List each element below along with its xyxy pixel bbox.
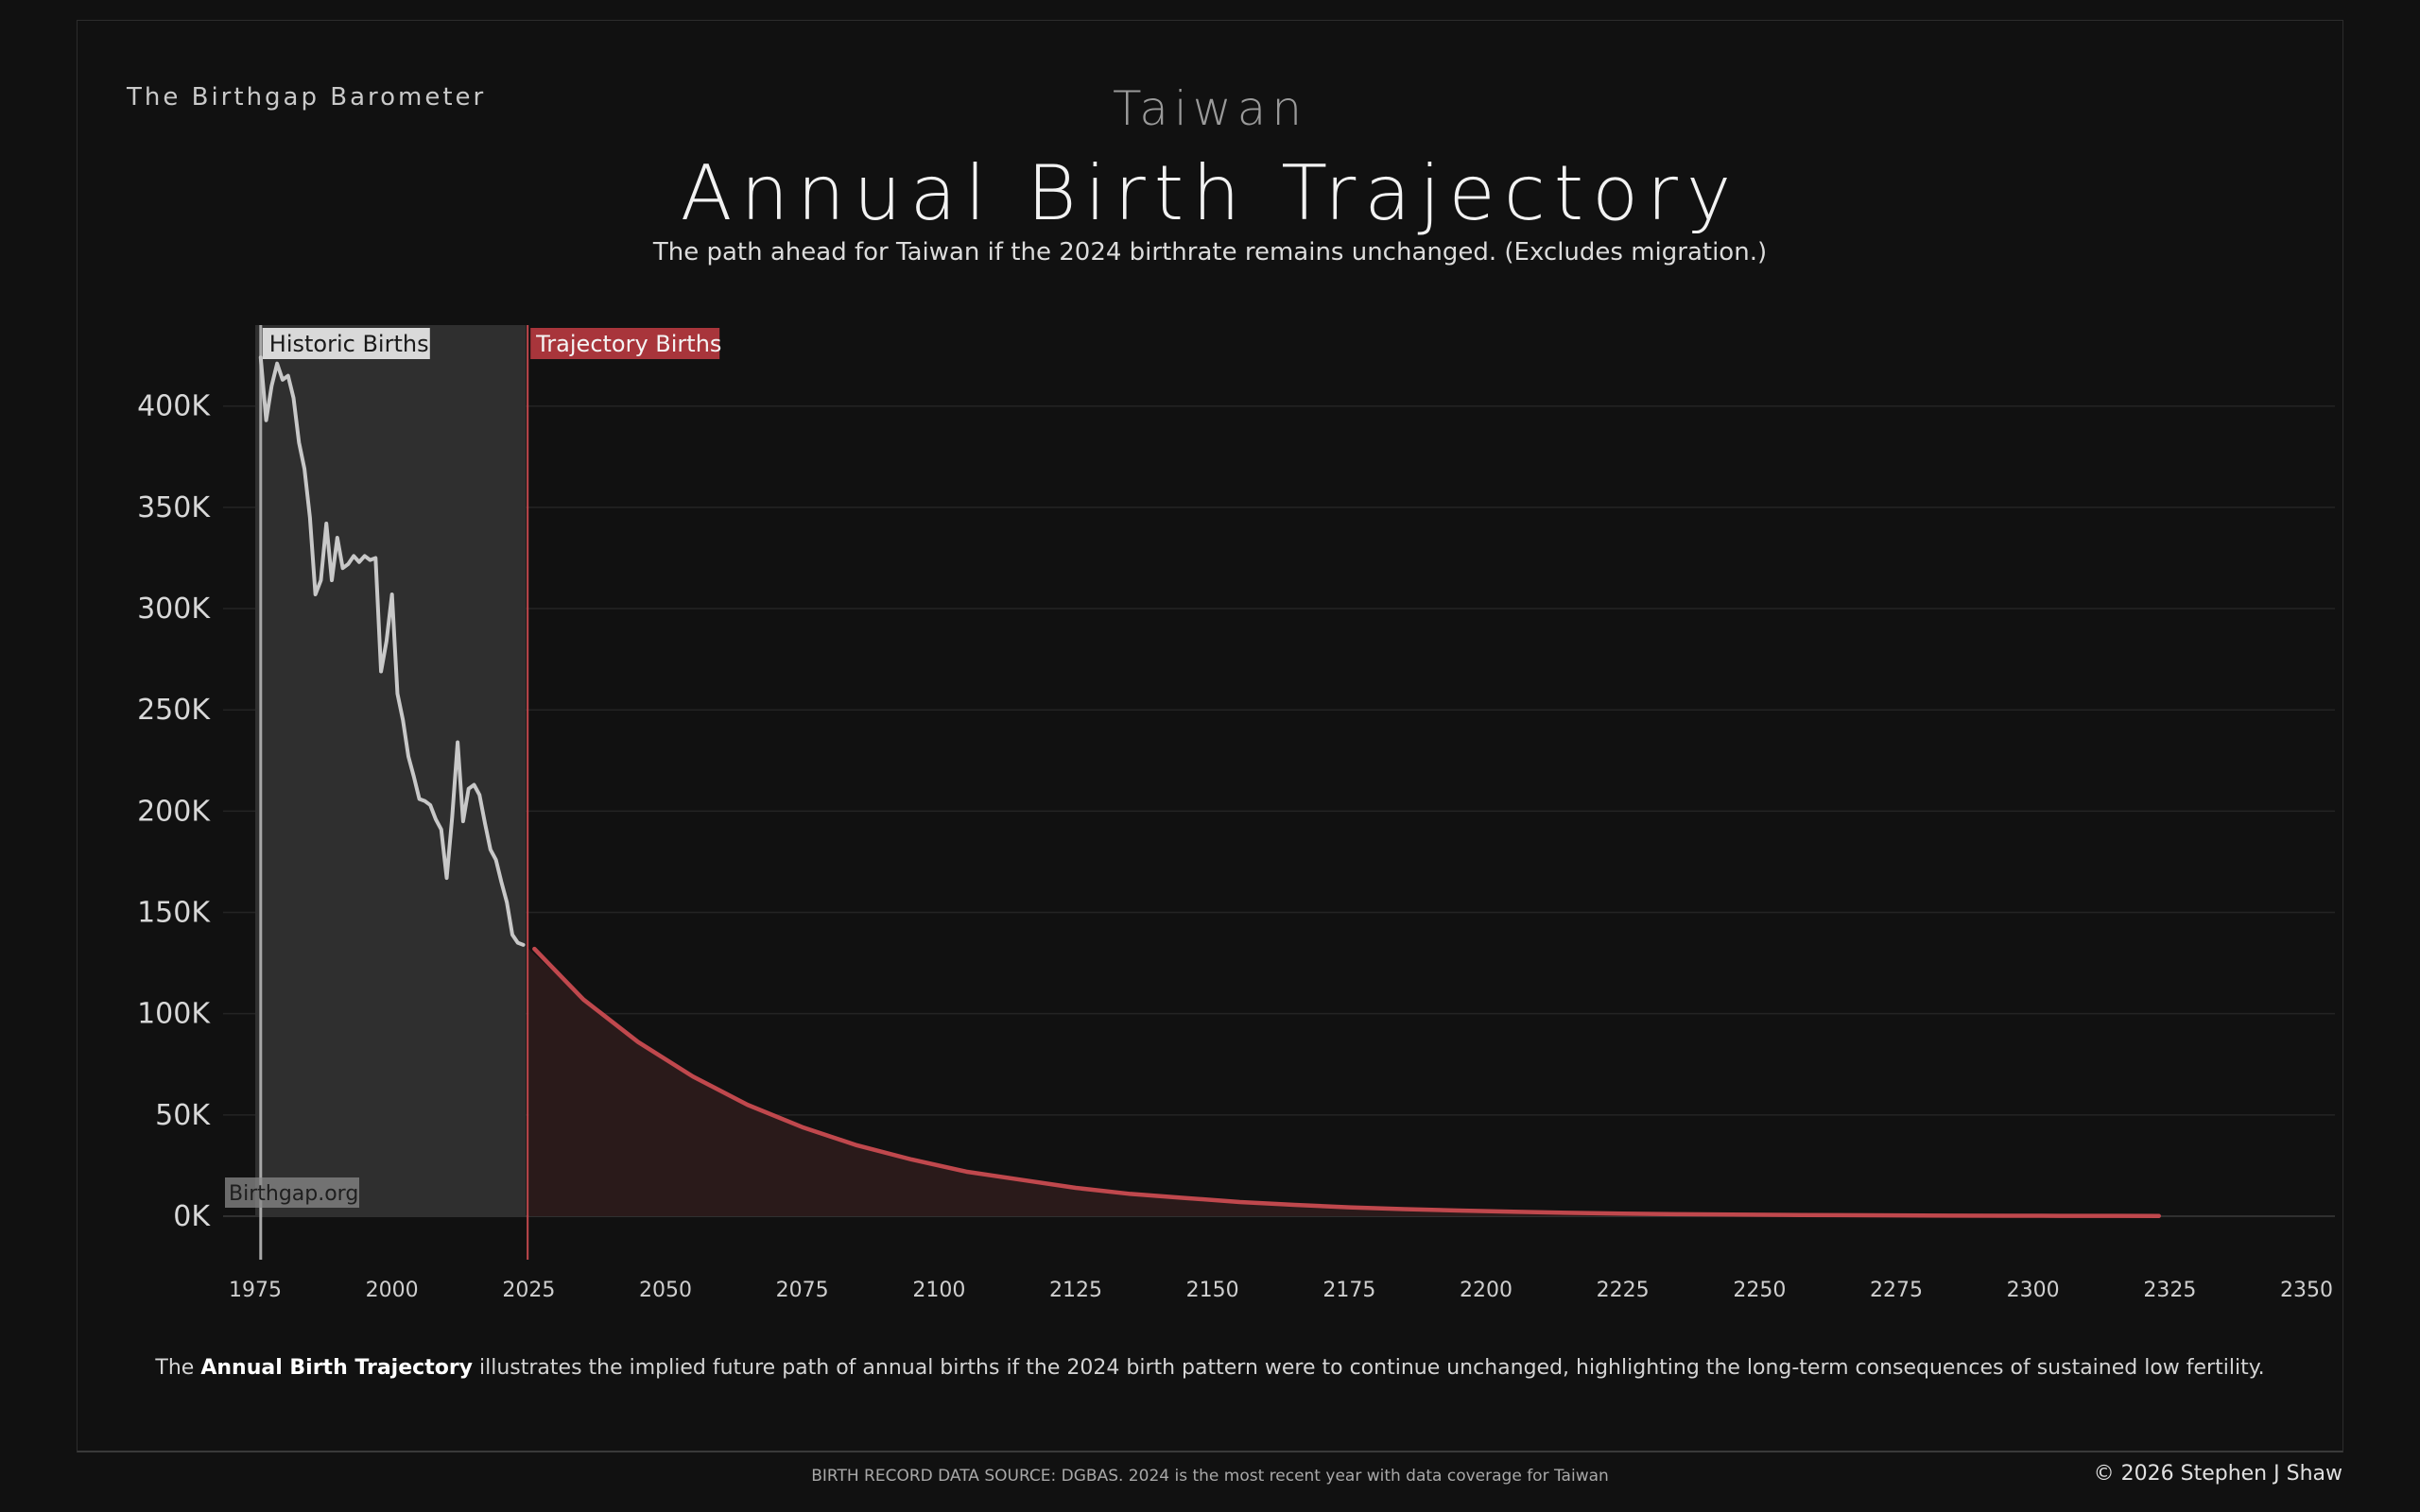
y-tick-label: 250K <box>137 694 211 727</box>
chart-caption: The Annual Birth Trajectory illustrates … <box>0 1356 2420 1380</box>
caption-text-before: The <box>155 1356 201 1380</box>
x-tick-label: 2325 <box>2143 1279 2196 1302</box>
caption-text-after: illustrates the implied future path of a… <box>473 1356 2265 1380</box>
trajectory-label-box <box>530 328 720 359</box>
x-tick-label: 2250 <box>1733 1279 1786 1302</box>
brand-title: The Birthgap Barometer <box>127 83 487 112</box>
country-title: Taiwan <box>1112 81 1308 136</box>
x-tick-label: 2300 <box>2007 1279 2060 1302</box>
y-tick-label: 50K <box>155 1099 211 1132</box>
historic-region <box>255 325 527 1216</box>
dashboard-frame <box>77 20 2343 1452</box>
trajectory-births-label: Trajectory Births <box>535 331 721 357</box>
y-tick-label: 100K <box>137 998 211 1031</box>
historic-births-label: Historic Births <box>269 331 429 357</box>
x-tick-label: 2075 <box>776 1279 829 1302</box>
x-tick-label: 2150 <box>1186 1279 1239 1302</box>
x-tick-label: 2225 <box>1597 1279 1650 1302</box>
x-tick-label: 2025 <box>502 1279 555 1302</box>
x-tick-label: 2200 <box>1460 1279 1512 1302</box>
watermark-label: Birthgap.org <box>229 1182 358 1206</box>
chart-title: Annual Birth Trajectory <box>680 149 1740 237</box>
y-tick-label: 0K <box>173 1200 211 1233</box>
y-tick-label: 400K <box>137 390 211 423</box>
y-tick-label: 150K <box>137 897 211 930</box>
caption-bold-text: Annual Birth Trajectory <box>200 1356 474 1380</box>
y-tick-label: 350K <box>137 491 211 524</box>
x-tick-label: 2050 <box>639 1279 692 1302</box>
historic-label-box <box>262 328 430 359</box>
y-tick-label: 200K <box>137 795 211 828</box>
data-source-note: BIRTH RECORD DATA SOURCE: DGBAS. 2024 is… <box>811 1467 1609 1486</box>
x-tick-label: 2275 <box>1870 1279 1923 1302</box>
x-tick-label: 2175 <box>1322 1279 1375 1302</box>
copyright-note: © 2026 Stephen J Shaw <box>2093 1462 2342 1486</box>
x-tick-label: 2350 <box>2280 1279 2333 1302</box>
x-tick-label: 1975 <box>229 1279 282 1302</box>
y-tick-label: 300K <box>137 593 211 626</box>
watermark-box <box>225 1177 359 1208</box>
trajectory-area <box>528 949 2159 1216</box>
x-tick-label: 2125 <box>1049 1279 1102 1302</box>
x-tick-label: 2000 <box>366 1279 419 1302</box>
x-tick-label: 2100 <box>912 1279 965 1302</box>
chart-subtitle: The path ahead for Taiwan if the 2024 bi… <box>652 238 1768 266</box>
